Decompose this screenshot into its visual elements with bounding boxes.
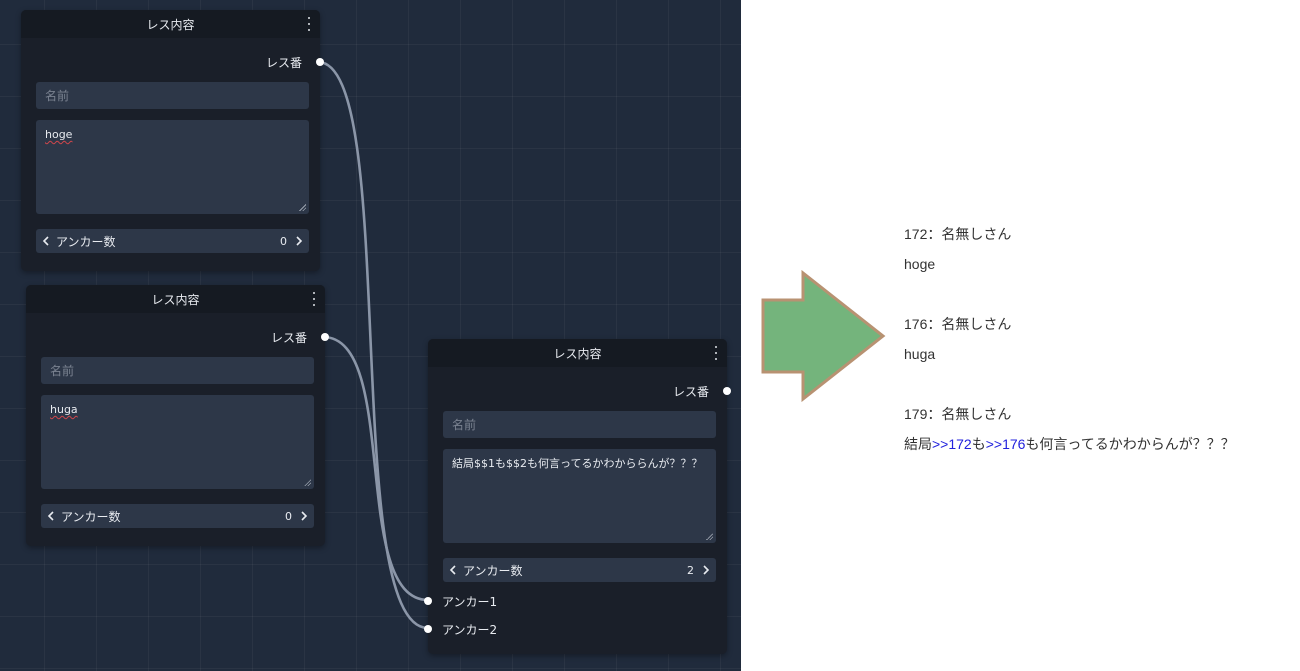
post-172: 172：名無しさん hoge [904,224,1011,274]
post-header: 172：名無しさん [904,226,1012,242]
increment-button[interactable] [696,558,716,582]
anchor-count-value: 0 [280,234,287,248]
name-input[interactable] [443,411,716,438]
connection-wire-node2-to-anchor1 [321,335,430,602]
anchor-count-label: アンカー数 [61,509,121,524]
post-body: huga [904,344,1011,364]
name-input[interactable] [41,357,314,384]
body-textarea[interactable]: 結局$$1も$$2も何言ってるかわかららんが？？？ [443,449,716,543]
anchor-count-stepper: アンカー数 0 [36,229,309,253]
body-text: hoge [45,128,73,141]
body-textarea-wrap: 結局$$1も$$2も何言ってるかわかららんが？？？ [443,449,716,543]
body-textarea-wrap: huga [41,395,314,489]
post-179: 179：名無しさん 結局>>172も>>176も何言ってるかわからんが？？？ [904,404,1235,454]
increment-button[interactable] [289,229,309,253]
node-header[interactable]: レス内容 [21,10,320,38]
decrement-button[interactable] [443,558,463,582]
node-res-content-3[interactable]: レス内容 レス番 結局$$1も$$2も何言ってるかわかららんが？？？ アンカー数… [424,339,731,654]
increment-button[interactable] [294,504,314,528]
node-title: レス内容 [553,346,602,361]
post-176: 176：名無しさん huga [904,314,1011,364]
node-res-content-2[interactable]: レス内容 レス番 huga アンカー数 0 [26,285,329,546]
node-title: レス内容 [151,292,200,307]
post-text: 結局 [904,436,932,452]
post-header: 176：名無しさん [904,316,1012,332]
post-text: も [971,436,986,452]
input-anchor-2: アンカー2 [424,621,498,637]
name-input[interactable] [36,82,309,109]
anchor-count-stepper: アンカー数 2 [443,558,716,582]
decrement-button[interactable] [36,229,56,253]
right-arrow-icon [761,270,886,402]
input-label: アンカー1 [442,594,498,609]
anchor-count-stepper: アンカー数 0 [41,504,314,528]
chevron-left-icon [449,565,456,575]
anchor-link-176[interactable]: >>176 [985,436,1026,452]
anchor-count-value: 2 [687,563,694,577]
chevron-right-icon [301,511,308,521]
body-textarea[interactable]: hoge [36,120,309,214]
body-text: 結局$$1も$$2も何言ってるかわかららんが？？？ [452,457,703,470]
input-anchor-1: アンカー1 [424,593,498,609]
node-editor-canvas[interactable]: レス内容 レス番 hoge アンカー数 0 レス内容 [0,0,741,671]
post-text: hoge [904,256,936,272]
body-text: huga [50,403,78,416]
node-res-content-1[interactable]: レス内容 レス番 hoge アンカー数 0 [21,10,324,271]
post-body: hoge [904,254,1011,274]
post-text: も何言ってるかわからんが？？？ [1025,436,1235,452]
input-socket[interactable] [424,625,432,633]
anchor-link-172[interactable]: >>172 [932,436,972,452]
output-socket[interactable] [321,333,329,341]
body-textarea[interactable]: huga [41,395,314,489]
kebab-menu-icon[interactable] [312,292,316,306]
anchor-count-value: 0 [285,509,292,523]
anchor-count-label: アンカー数 [463,563,523,578]
output-res-number: レス番 [26,329,329,345]
output-label: レス番 [265,55,302,70]
chevron-right-icon [296,236,303,246]
decrement-button[interactable] [41,504,61,528]
node-title: レス内容 [146,17,195,32]
body-textarea-wrap: hoge [36,120,309,214]
kebab-menu-icon[interactable] [714,346,718,360]
node-header[interactable]: レス内容 [428,339,727,367]
output-res-number: レス番 [428,383,731,399]
post-body: 結局>>172も>>176も何言ってるかわからんが？？？ [904,434,1235,454]
connection-wire-node1-to-anchor2 [316,60,430,630]
output-res-number: レス番 [21,54,324,70]
anchor-count-label: アンカー数 [56,234,116,249]
output-label: レス番 [270,330,307,345]
output-socket[interactable] [723,387,731,395]
chevron-left-icon [47,511,54,521]
post-text: huga [904,346,936,362]
kebab-menu-icon[interactable] [307,17,311,31]
post-header: 179：名無しさん [904,406,1012,422]
node-header[interactable]: レス内容 [26,285,325,313]
input-socket[interactable] [424,597,432,605]
input-label: アンカー2 [442,622,498,637]
chevron-right-icon [703,565,710,575]
output-label: レス番 [672,384,709,399]
output-socket[interactable] [316,58,324,66]
chevron-left-icon [42,236,49,246]
